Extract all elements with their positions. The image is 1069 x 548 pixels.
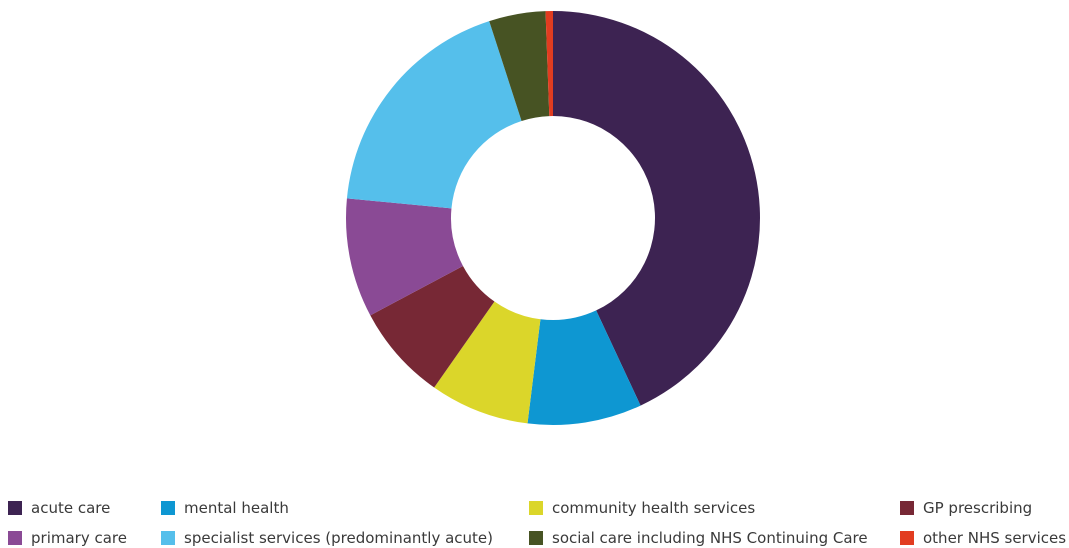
slice-mental-health [527, 310, 641, 425]
slice-social-care-including-nhs-continuing-care [489, 11, 550, 121]
slice-other-nhs-services [545, 11, 553, 117]
donut-slices [346, 11, 760, 425]
slice-primary-care [346, 198, 463, 316]
slice-community-health-services [434, 301, 541, 424]
slice-acute-care [553, 11, 760, 406]
slice-gp-prescribing [370, 265, 495, 388]
slice-specialist-services-predominantly-acute [346, 21, 522, 209]
